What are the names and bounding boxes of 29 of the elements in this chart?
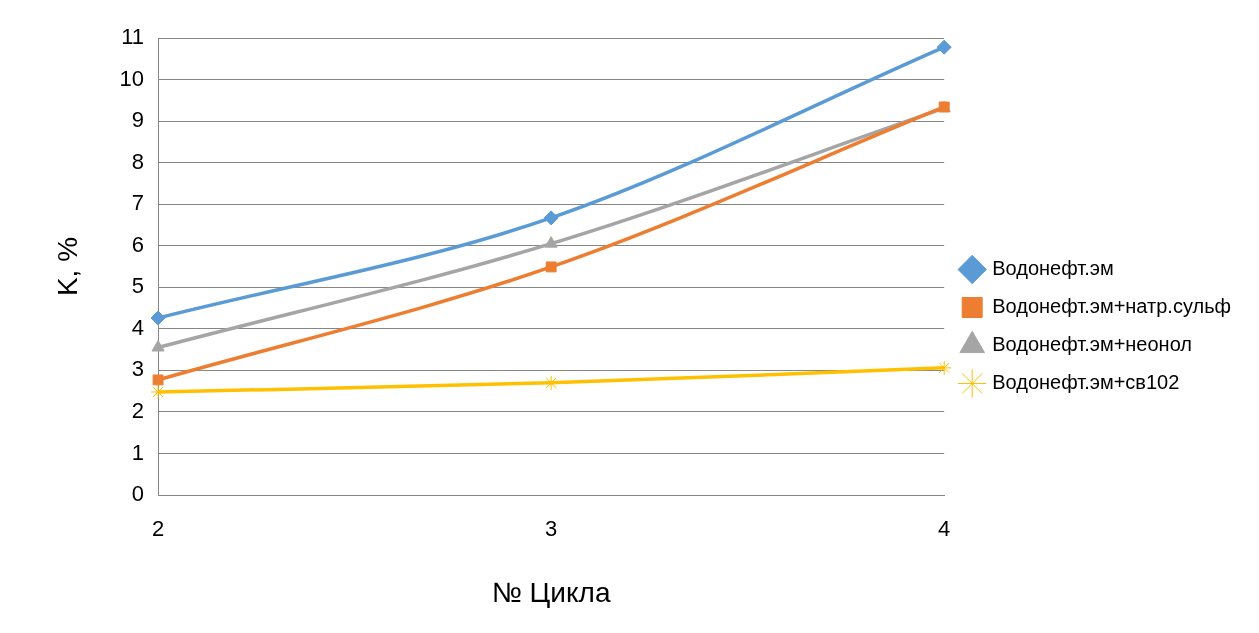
x-axis-title: № Цикла (491, 576, 611, 608)
y-tick-label: 5 (131, 273, 145, 299)
legend-label: Водонефт.эм+натр.сульф (992, 295, 1231, 318)
y-tick-label: 1 (131, 439, 145, 465)
y-axis-title: K, % (51, 236, 83, 297)
legend-label: Водонефт.эм+неонол (992, 333, 1193, 356)
y-tick-label: 7 (131, 190, 145, 216)
x-tick-label: 2 (151, 516, 165, 542)
point (543, 210, 559, 226)
y-tick-label: 10 (119, 65, 145, 91)
point (936, 360, 952, 376)
y-tick-label: 4 (131, 314, 145, 340)
x-tick-label: 3 (545, 516, 558, 542)
point (150, 310, 166, 326)
legend-label: Водонефт.эм+св102 (992, 371, 1180, 394)
y-tick-label: 6 (131, 231, 145, 257)
y-tick-label: 9 (131, 107, 145, 133)
point (545, 261, 557, 273)
y-tick-label: 8 (131, 148, 145, 174)
y-tick-label: 3 (131, 356, 145, 382)
y-tick-label: 11 (121, 24, 145, 50)
point (152, 374, 164, 386)
point (936, 39, 952, 55)
point (544, 236, 558, 248)
legend-label: Водонефт.эм (992, 257, 1114, 280)
point (151, 340, 165, 352)
y-tick-label: 2 (131, 397, 145, 423)
y-tick-label: 0 (131, 481, 145, 507)
x-tick-label: 4 (938, 516, 951, 542)
